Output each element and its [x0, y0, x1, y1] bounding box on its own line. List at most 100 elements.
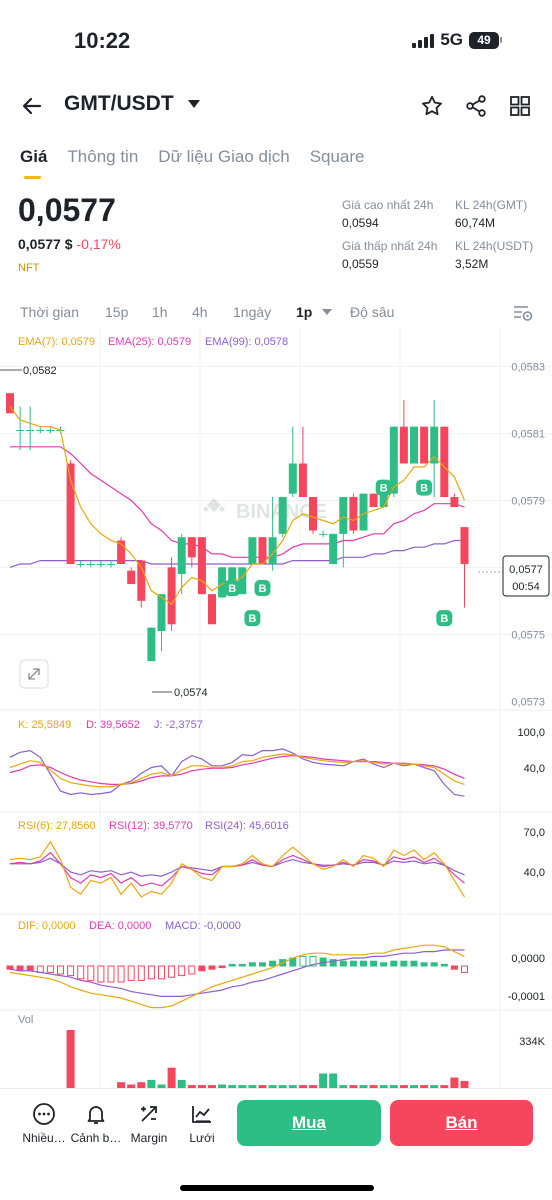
chart-settings-button[interactable] — [512, 303, 534, 326]
more-icon — [33, 1103, 55, 1125]
candle-body — [147, 627, 156, 662]
candle-body — [96, 563, 105, 565]
macd-hist-bar — [158, 965, 165, 980]
interval-1m[interactable]: 1p — [296, 304, 313, 320]
sell-button[interactable]: Bán — [390, 1100, 533, 1146]
category-tag[interactable]: NFT — [18, 262, 40, 274]
home-indicator — [180, 1185, 374, 1191]
candle-body — [167, 567, 176, 625]
grid-icon — [510, 96, 530, 116]
pair-title[interactable]: GMT/USDT — [64, 92, 174, 115]
candle — [450, 493, 459, 508]
tab-price[interactable]: Giá — [20, 147, 48, 166]
bottom-action-bar: Nhiều… Cảnh b… Margin Lưới Mua Bán — [0, 1088, 552, 1200]
margin-button[interactable]: Margin — [121, 1101, 177, 1145]
interval-time[interactable]: Thời gian — [20, 304, 79, 320]
low-24h-value: 0,0559 — [342, 257, 379, 271]
candle — [187, 537, 196, 568]
candle-body — [218, 567, 227, 598]
macd-hist-bar — [248, 962, 256, 967]
legend-kdj-j: J: -2,3757 — [154, 719, 203, 731]
candle-body — [197, 537, 206, 595]
signal-icon — [412, 32, 435, 48]
grid-trading-button[interactable]: Lưới — [174, 1101, 230, 1145]
legend-rsi12: RSI(12): 39,5770 — [109, 820, 193, 832]
tab-trading-data[interactable]: Dữ liệu Giao dịch — [158, 147, 290, 166]
volume-bar — [298, 1085, 307, 1088]
kline-chart[interactable]: BINANCE EMA(7): 0,0579 EMA(25): 0,0579 E… — [0, 328, 552, 1088]
candle — [157, 594, 166, 652]
alert-label: Cảnh b… — [70, 1131, 122, 1145]
volume-bar — [410, 1085, 418, 1088]
y-tick-label: 0,0581 — [511, 428, 545, 440]
volume-bar — [157, 1084, 166, 1088]
legend-dif: DIF: 0,0000 — [18, 920, 75, 932]
share-button[interactable] — [460, 90, 492, 122]
candle-body — [329, 533, 338, 564]
macd-tick-neg: -0,0001 — [508, 991, 545, 1003]
buy-button[interactable]: Mua — [237, 1100, 381, 1146]
legend-ema25: EMA(25): 0,0579 — [108, 336, 191, 348]
volume-bar — [177, 1079, 186, 1088]
macd-hist-bar — [77, 965, 85, 980]
macd-hist-bar — [107, 965, 115, 983]
interval-1h[interactable]: 1h — [152, 304, 168, 320]
candle-body — [16, 430, 25, 432]
legend-ema7: EMA(7): 0,0579 — [18, 336, 95, 348]
buy-marker-letter: B — [380, 483, 388, 495]
candle-body — [379, 493, 388, 508]
volume-bar — [187, 1085, 196, 1088]
favorite-button[interactable] — [416, 90, 448, 122]
interval-more-icon[interactable] — [322, 309, 332, 315]
macd-hist-bar — [360, 960, 367, 967]
vol-quote-value: 3,52M — [455, 257, 489, 271]
macd-hist-bar — [299, 955, 307, 967]
chart-settings-icon — [514, 306, 533, 321]
buy-marker-badge — [244, 610, 261, 627]
kdj-tick-mid: 40,0 — [524, 763, 545, 775]
candle-body — [288, 463, 297, 494]
interval-depth[interactable]: Độ sâu — [350, 304, 395, 320]
candle-body — [389, 426, 398, 494]
pair-dropdown-icon[interactable] — [188, 100, 200, 108]
macd-hist-bar — [67, 965, 75, 977]
legend-macd: MACD: -0,0000 — [165, 920, 241, 932]
volume-bar — [450, 1077, 459, 1088]
candle-body — [76, 563, 85, 565]
candle — [329, 533, 338, 564]
candle — [278, 497, 287, 538]
interval-15m[interactable]: 15p — [105, 304, 129, 320]
alert-button[interactable]: Cảnh b… — [68, 1101, 124, 1145]
tab-info[interactable]: Thông tin — [67, 147, 139, 166]
macd-hist-bar — [269, 960, 277, 967]
more-button[interactable]: Nhiều… — [16, 1101, 72, 1145]
candle — [389, 426, 398, 498]
candle-body — [46, 430, 55, 432]
margin-icon — [141, 1106, 157, 1122]
rsi24-line — [10, 857, 465, 877]
expand-chart-button[interactable] — [19, 659, 49, 689]
interval-1d[interactable]: 1ngày — [233, 304, 272, 320]
candle — [430, 399, 439, 498]
tab-square[interactable]: Square — [309, 147, 365, 166]
layout-grid-button[interactable] — [504, 90, 536, 122]
macd-hist-bar — [198, 965, 206, 972]
y-tick-label: 0,0573 — [511, 696, 545, 708]
volume-bar — [379, 1085, 388, 1088]
macd-hist-bar — [349, 960, 357, 967]
volume-bar — [309, 1085, 317, 1088]
candle-body — [410, 426, 418, 464]
legend-kdj-d: D: 39,5652 — [86, 719, 140, 731]
kdj-k-line — [9, 753, 465, 788]
candle — [288, 426, 297, 498]
candle — [440, 426, 449, 498]
battery-level: 49 — [469, 31, 499, 49]
back-button[interactable] — [16, 90, 48, 122]
interval-4h[interactable]: 4h — [192, 304, 208, 320]
volume-bar — [329, 1073, 338, 1088]
macd-hist-bar — [168, 965, 176, 978]
candle — [460, 527, 469, 608]
macd-hist-bar — [208, 965, 216, 970]
candle — [420, 426, 429, 464]
candle — [359, 493, 368, 531]
